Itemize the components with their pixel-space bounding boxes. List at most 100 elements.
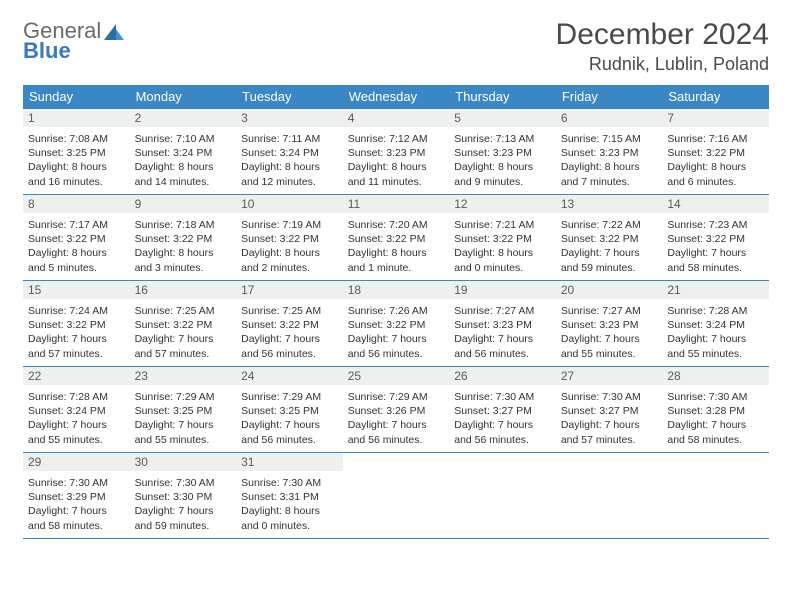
header: General December 2024 Rudnik, Lublin, Po…: [23, 18, 769, 75]
weekday-header: Friday: [556, 85, 663, 109]
calendar-cell: 27 Sunrise: 7:30 AMSunset: 3:27 PMDayligh…: [556, 367, 663, 453]
logo-text-blue: Blue: [23, 38, 71, 63]
weekday-header: Thursday: [449, 85, 556, 109]
calendar-row: 29Sunrise: 7:30 AMSunset: 3:29 PMDayligh…: [23, 453, 769, 539]
day-number: 6: [556, 109, 663, 127]
day-number: 16: [130, 281, 237, 299]
calendar-table: SundayMondayTuesdayWednesdayThursdayFrid…: [23, 85, 769, 539]
day-info: Sunrise: 7:30 AMSunset: 3:27 PMDaylight:…: [561, 390, 658, 447]
day-info: Sunrise: 7:10 AMSunset: 3:24 PMDaylight:…: [135, 132, 232, 189]
calendar-cell: 2 Sunrise: 7:10 AMSunset: 3:24 PMDaylight…: [130, 109, 237, 195]
day-number: 1: [23, 109, 130, 127]
calendar-cell: 24 Sunrise: 7:29 AMSunset: 3:25 PMDayligh…: [236, 367, 343, 453]
calendar-row: 8 Sunrise: 7:17 AMSunset: 3:22 PMDaylight…: [23, 195, 769, 281]
day-number: 30: [130, 453, 237, 471]
day-info: Sunrise: 7:26 AMSunset: 3:22 PMDaylight:…: [348, 304, 445, 361]
calendar-cell: 4Sunrise: 7:12 AMSunset: 3:23 PMDaylight…: [343, 109, 450, 195]
calendar-cell: 11 Sunrise: 7:20 AMSunset: 3:22 PMDayligh…: [343, 195, 450, 281]
day-number: 13: [556, 195, 663, 213]
day-info: Sunrise: 7:21 AMSunset: 3:22 PMDaylight:…: [454, 218, 551, 275]
calendar-cell: 25 Sunrise: 7:29 AMSunset: 3:26 PMDayligh…: [343, 367, 450, 453]
day-number: 21: [662, 281, 769, 299]
day-info: Sunrise: 7:15 AMSunset: 3:23 PMDaylight:…: [561, 132, 658, 189]
location-text: Rudnik, Lublin, Poland: [556, 54, 769, 75]
day-info: Sunrise: 7:20 AMSunset: 3:22 PMDaylight:…: [348, 218, 445, 275]
calendar-cell: 23 Sunrise: 7:29 AMSunset: 3:25 PMDayligh…: [130, 367, 237, 453]
weekday-header: Tuesday: [236, 85, 343, 109]
day-number: 11: [343, 195, 450, 213]
day-info: Sunrise: 7:18 AMSunset: 3:22 PMDaylight:…: [135, 218, 232, 275]
calendar-head: SundayMondayTuesdayWednesdayThursdayFrid…: [23, 85, 769, 109]
calendar-cell: 29Sunrise: 7:30 AMSunset: 3:29 PMDayligh…: [23, 453, 130, 539]
calendar-cell: 7 Sunrise: 7:16 AMSunset: 3:22 PMDaylight…: [662, 109, 769, 195]
day-number: 9: [130, 195, 237, 213]
day-number: 23: [130, 367, 237, 385]
day-info: Sunrise: 7:27 AMSunset: 3:23 PMDaylight:…: [454, 304, 551, 361]
calendar-cell: 13Sunrise: 7:22 AMSunset: 3:22 PMDayligh…: [556, 195, 663, 281]
weekday-header: Wednesday: [343, 85, 450, 109]
day-info: Sunrise: 7:16 AMSunset: 3:22 PMDaylight:…: [667, 132, 764, 189]
day-number: 19: [449, 281, 556, 299]
day-number: 10: [236, 195, 343, 213]
day-info: Sunrise: 7:28 AMSunset: 3:24 PMDaylight:…: [28, 390, 125, 447]
calendar-cell: [343, 453, 450, 539]
day-number: 28: [662, 367, 769, 385]
day-number: 24: [236, 367, 343, 385]
day-info: Sunrise: 7:29 AMSunset: 3:25 PMDaylight:…: [135, 390, 232, 447]
calendar-cell: 6 Sunrise: 7:15 AMSunset: 3:23 PMDaylight…: [556, 109, 663, 195]
day-info: Sunrise: 7:19 AMSunset: 3:22 PMDaylight:…: [241, 218, 338, 275]
calendar-cell: 31Sunrise: 7:30 AMSunset: 3:31 PMDayligh…: [236, 453, 343, 539]
calendar-cell: 8 Sunrise: 7:17 AMSunset: 3:22 PMDaylight…: [23, 195, 130, 281]
day-info: Sunrise: 7:08 AMSunset: 3:25 PMDaylight:…: [28, 132, 125, 189]
day-info: Sunrise: 7:30 AMSunset: 3:27 PMDaylight:…: [454, 390, 551, 447]
calendar-cell: 30 Sunrise: 7:30 AMSunset: 3:30 PMDayligh…: [130, 453, 237, 539]
calendar-cell: 14Sunrise: 7:23 AMSunset: 3:22 PMDayligh…: [662, 195, 769, 281]
calendar-cell: 9 Sunrise: 7:18 AMSunset: 3:22 PMDaylight…: [130, 195, 237, 281]
calendar-cell: 19 Sunrise: 7:27 AMSunset: 3:23 PMDayligh…: [449, 281, 556, 367]
day-info: Sunrise: 7:28 AMSunset: 3:24 PMDaylight:…: [667, 304, 764, 361]
day-number: 4: [343, 109, 450, 127]
day-number: 5: [449, 109, 556, 127]
day-number: 27: [556, 367, 663, 385]
day-number: 7: [662, 109, 769, 127]
logo-text-blue-wrap: Blue: [23, 38, 71, 64]
calendar-cell: 5 Sunrise: 7:13 AMSunset: 3:23 PMDaylight…: [449, 109, 556, 195]
calendar-cell: 3Sunrise: 7:11 AMSunset: 3:24 PMDaylight…: [236, 109, 343, 195]
day-number: 17: [236, 281, 343, 299]
day-info: Sunrise: 7:29 AMSunset: 3:26 PMDaylight:…: [348, 390, 445, 447]
calendar-cell: [556, 453, 663, 539]
day-number: 8: [23, 195, 130, 213]
day-info: Sunrise: 7:30 AMSunset: 3:29 PMDaylight:…: [28, 476, 125, 533]
calendar-row: 1 Sunrise: 7:08 AMSunset: 3:25 PMDaylight…: [23, 109, 769, 195]
day-number: 20: [556, 281, 663, 299]
day-info: Sunrise: 7:17 AMSunset: 3:22 PMDaylight:…: [28, 218, 125, 275]
day-info: Sunrise: 7:25 AMSunset: 3:22 PMDaylight:…: [135, 304, 232, 361]
calendar-cell: 26 Sunrise: 7:30 AMSunset: 3:27 PMDayligh…: [449, 367, 556, 453]
calendar-cell: 16 Sunrise: 7:25 AMSunset: 3:22 PMDayligh…: [130, 281, 237, 367]
day-info: Sunrise: 7:25 AMSunset: 3:22 PMDaylight:…: [241, 304, 338, 361]
day-info: Sunrise: 7:30 AMSunset: 3:28 PMDaylight:…: [667, 390, 764, 447]
day-number: 14: [662, 195, 769, 213]
day-number: 2: [130, 109, 237, 127]
day-info: Sunrise: 7:29 AMSunset: 3:25 PMDaylight:…: [241, 390, 338, 447]
calendar-cell: 10 Sunrise: 7:19 AMSunset: 3:22 PMDayligh…: [236, 195, 343, 281]
calendar-cell: 22Sunrise: 7:28 AMSunset: 3:24 PMDayligh…: [23, 367, 130, 453]
calendar-cell: 21 Sunrise: 7:28 AMSunset: 3:24 PMDayligh…: [662, 281, 769, 367]
calendar-cell: [449, 453, 556, 539]
calendar-cell: 12Sunrise: 7:21 AMSunset: 3:22 PMDayligh…: [449, 195, 556, 281]
weekday-row: SundayMondayTuesdayWednesdayThursdayFrid…: [23, 85, 769, 109]
day-info: Sunrise: 7:24 AMSunset: 3:22 PMDaylight:…: [28, 304, 125, 361]
calendar-cell: [662, 453, 769, 539]
day-info: Sunrise: 7:30 AMSunset: 3:30 PMDaylight:…: [135, 476, 232, 533]
month-title: December 2024: [556, 18, 769, 52]
day-info: Sunrise: 7:13 AMSunset: 3:23 PMDaylight:…: [454, 132, 551, 189]
calendar-row: 22Sunrise: 7:28 AMSunset: 3:24 PMDayligh…: [23, 367, 769, 453]
title-block: December 2024 Rudnik, Lublin, Poland: [556, 18, 769, 75]
day-number: 31: [236, 453, 343, 471]
day-number: 25: [343, 367, 450, 385]
day-number: 26: [449, 367, 556, 385]
calendar-cell: 20Sunrise: 7:27 AMSunset: 3:23 PMDayligh…: [556, 281, 663, 367]
day-number: 18: [343, 281, 450, 299]
calendar-cell: 18 Sunrise: 7:26 AMSunset: 3:22 PMDayligh…: [343, 281, 450, 367]
calendar-row: 15Sunrise: 7:24 AMSunset: 3:22 PMDayligh…: [23, 281, 769, 367]
